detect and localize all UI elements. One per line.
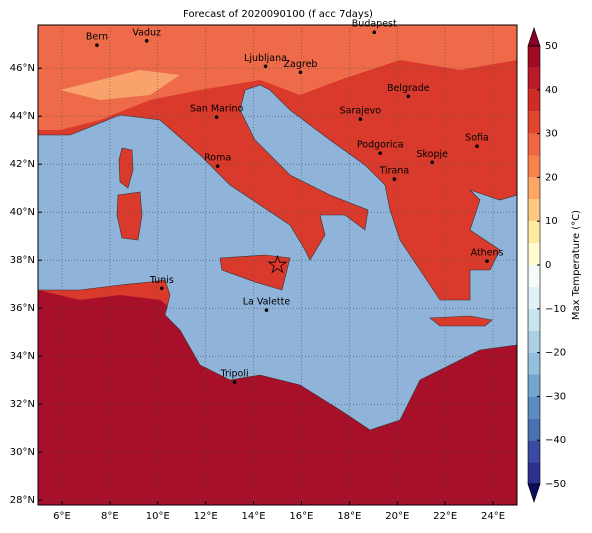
colorbar-band — [528, 286, 540, 309]
colorbar-band — [528, 418, 540, 441]
lat-tick-label: 42°N — [10, 159, 35, 170]
lat-tick-label: 44°N — [10, 111, 35, 122]
city-label: Athens — [471, 248, 504, 259]
lon-tick-label: 6°E — [53, 511, 71, 522]
city-label: Belgrade — [387, 83, 430, 94]
lon-tick-label: 8°E — [101, 511, 119, 522]
city-label: Skopje — [416, 149, 448, 160]
colorbar-band — [528, 111, 540, 134]
city-label: La Valette — [243, 297, 291, 308]
city-dot — [298, 70, 303, 75]
city-label: San Marino — [190, 104, 243, 115]
city-dot — [392, 177, 397, 181]
city-label: Vaduz — [132, 27, 161, 38]
lat-tick-label: 46°N — [10, 63, 35, 74]
colorbar-extend — [527, 483, 541, 503]
city-dot — [214, 115, 219, 119]
city-dot — [232, 380, 237, 384]
island — [429, 315, 493, 327]
colorbar-tick-label: 0 — [545, 260, 551, 271]
lat-tick-label: 36°N — [10, 303, 35, 314]
lat-tick-label: 40°N — [10, 207, 35, 218]
colorbar-band — [528, 177, 540, 200]
lat-tick-label: 34°N — [10, 351, 35, 362]
colorbar-tick-label: 20 — [545, 172, 558, 183]
city-dot — [95, 43, 99, 47]
lon-tick-label: 14°E — [242, 511, 266, 522]
colorbar-extend — [527, 27, 541, 47]
lat-tick-label: 28°N — [10, 495, 35, 506]
city-label: Bern — [86, 32, 108, 43]
colorbar-tick-label: 50 — [545, 41, 558, 52]
city-label: Roma — [204, 153, 231, 164]
city-dot — [430, 160, 435, 165]
city-dot — [378, 151, 383, 155]
colorbar-label: Max Temperature (°C) — [571, 210, 582, 320]
lon-tick-label: 24°E — [481, 511, 505, 522]
city-dot — [372, 30, 377, 34]
city-label: Podgorica — [357, 140, 404, 151]
colorbar-band — [528, 265, 540, 287]
lon-tick-label: 16°E — [289, 511, 313, 522]
colorbar-band — [528, 221, 540, 244]
city-dot — [264, 308, 269, 312]
colorbar-band — [528, 396, 540, 419]
colorbar-band — [528, 352, 540, 375]
colorbar-band — [528, 440, 540, 463]
colorbar-tick-label: −40 — [545, 435, 566, 446]
colorbar-band — [528, 330, 540, 353]
city-label: Sofia — [465, 133, 489, 144]
city-dot — [144, 39, 149, 43]
city-label: Zagreb — [284, 59, 318, 70]
colorbar-band — [528, 374, 540, 397]
city-label: Ljubljana — [244, 53, 287, 64]
colorbar-band — [528, 462, 540, 484]
star-marker — [267, 254, 288, 274]
colorbar-tick-label: 10 — [545, 216, 558, 227]
city-dot — [358, 117, 363, 121]
city-dot — [160, 286, 164, 291]
lat-tick-label: 30°N — [10, 447, 35, 458]
city-label: Tunis — [149, 275, 174, 286]
city-label: Sarajevo — [340, 106, 382, 117]
city-label: Tripoli — [220, 369, 249, 380]
island — [118, 147, 134, 189]
city-dot — [215, 164, 220, 168]
colorbar-band — [528, 308, 540, 331]
colorbar-tick-label: 40 — [545, 85, 558, 96]
lon-tick-label: 12°E — [194, 511, 218, 522]
colorbar-band — [528, 46, 540, 68]
city-label: Tirana — [379, 166, 410, 177]
island — [116, 191, 143, 241]
colorbar-tick-label: 30 — [545, 129, 558, 140]
lat-tick-label: 32°N — [10, 399, 35, 410]
colorbar-tick-label: −10 — [545, 304, 566, 315]
colorbar-band — [528, 199, 540, 222]
map-frame — [37, 24, 518, 506]
colorbar-band — [528, 133, 540, 156]
lon-tick-label: 20°E — [385, 511, 409, 522]
lon-tick-label: 18°E — [337, 511, 361, 522]
colorbar-tick-label: −50 — [545, 479, 566, 490]
city-dot — [406, 94, 411, 99]
colorbar-band — [528, 243, 540, 265]
colorbar-band — [528, 155, 540, 178]
city-dot — [485, 259, 489, 263]
city-label: Budapest — [352, 19, 397, 30]
city-dot — [263, 64, 268, 69]
title: Forecast of 2020090100 (f acc 7days) — [183, 9, 373, 20]
colorbar-band — [528, 67, 540, 90]
mild-region — [60, 70, 180, 100]
lon-tick-label: 22°E — [433, 511, 457, 522]
colorbar-tick-label: −20 — [545, 348, 566, 359]
warm-region — [38, 25, 517, 130]
lon-tick-label: 10°E — [146, 511, 170, 522]
colorbar-tick-label: −30 — [545, 391, 566, 402]
city-dot — [475, 144, 479, 148]
lat-tick-label: 38°N — [10, 255, 35, 266]
colorbar-band — [528, 89, 540, 112]
